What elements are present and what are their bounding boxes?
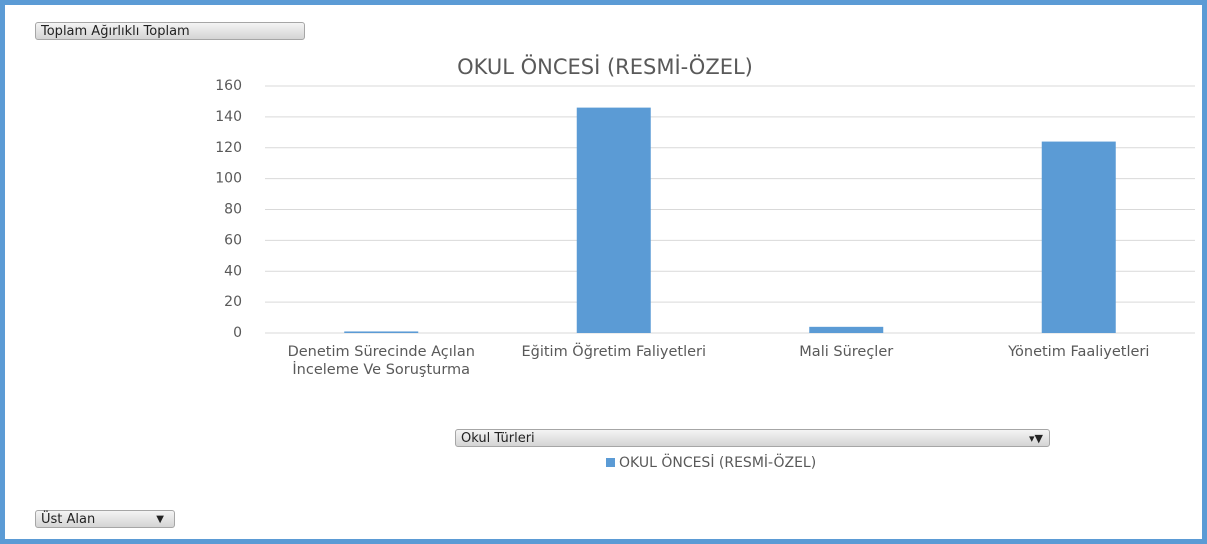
y-tick-label: 60	[224, 232, 242, 248]
y-tick-label: 120	[215, 140, 242, 156]
x-tick-label: Denetim Sürecinde Açılan İnceleme Ve Sor…	[287, 344, 475, 378]
legend-label: OKUL ÖNCESİ (RESMİ-ÖZEL)	[619, 453, 816, 471]
y-tick-label: 160	[215, 78, 242, 94]
y-tick-label: 40	[224, 263, 242, 279]
value-field-button[interactable]: Toplam Ağırlıklı Toplam	[35, 22, 305, 40]
y-tick-label: 140	[215, 109, 242, 125]
bar	[809, 326, 884, 333]
x-tick-label: Mali Süreçler	[799, 344, 894, 360]
bar	[1041, 141, 1116, 333]
legend-field-label: Okul Türleri	[461, 431, 535, 446]
y-tick-label: 100	[215, 171, 242, 187]
filter-field-label: Üst Alan	[41, 512, 96, 527]
y-tick-label: 0	[233, 325, 242, 341]
filter-field-button[interactable]: Üst Alan ▼	[35, 510, 175, 528]
x-tick-label: Eğitim Öğretim Faliyetleri	[521, 344, 707, 360]
x-tick-label: Yönetim Faaliyetleri	[1008, 344, 1150, 360]
y-tick-label: 20	[224, 294, 242, 310]
dropdown-arrow: ▼	[156, 514, 164, 525]
bar	[344, 331, 419, 333]
legend-swatch	[606, 458, 615, 467]
bar	[576, 107, 651, 333]
filter-icon: ▾▼	[1029, 432, 1043, 445]
y-tick-label: 80	[224, 202, 242, 218]
chart-title: OKUL ÖNCESİ (RESMİ-ÖZEL)	[457, 54, 753, 79]
chart: OKUL ÖNCESİ (RESMİ-ÖZEL) 0 20 40 60 80 100 120…	[215, 54, 1195, 471]
legend-field-button[interactable]: Okul Türleri ▾▼	[455, 429, 1050, 447]
